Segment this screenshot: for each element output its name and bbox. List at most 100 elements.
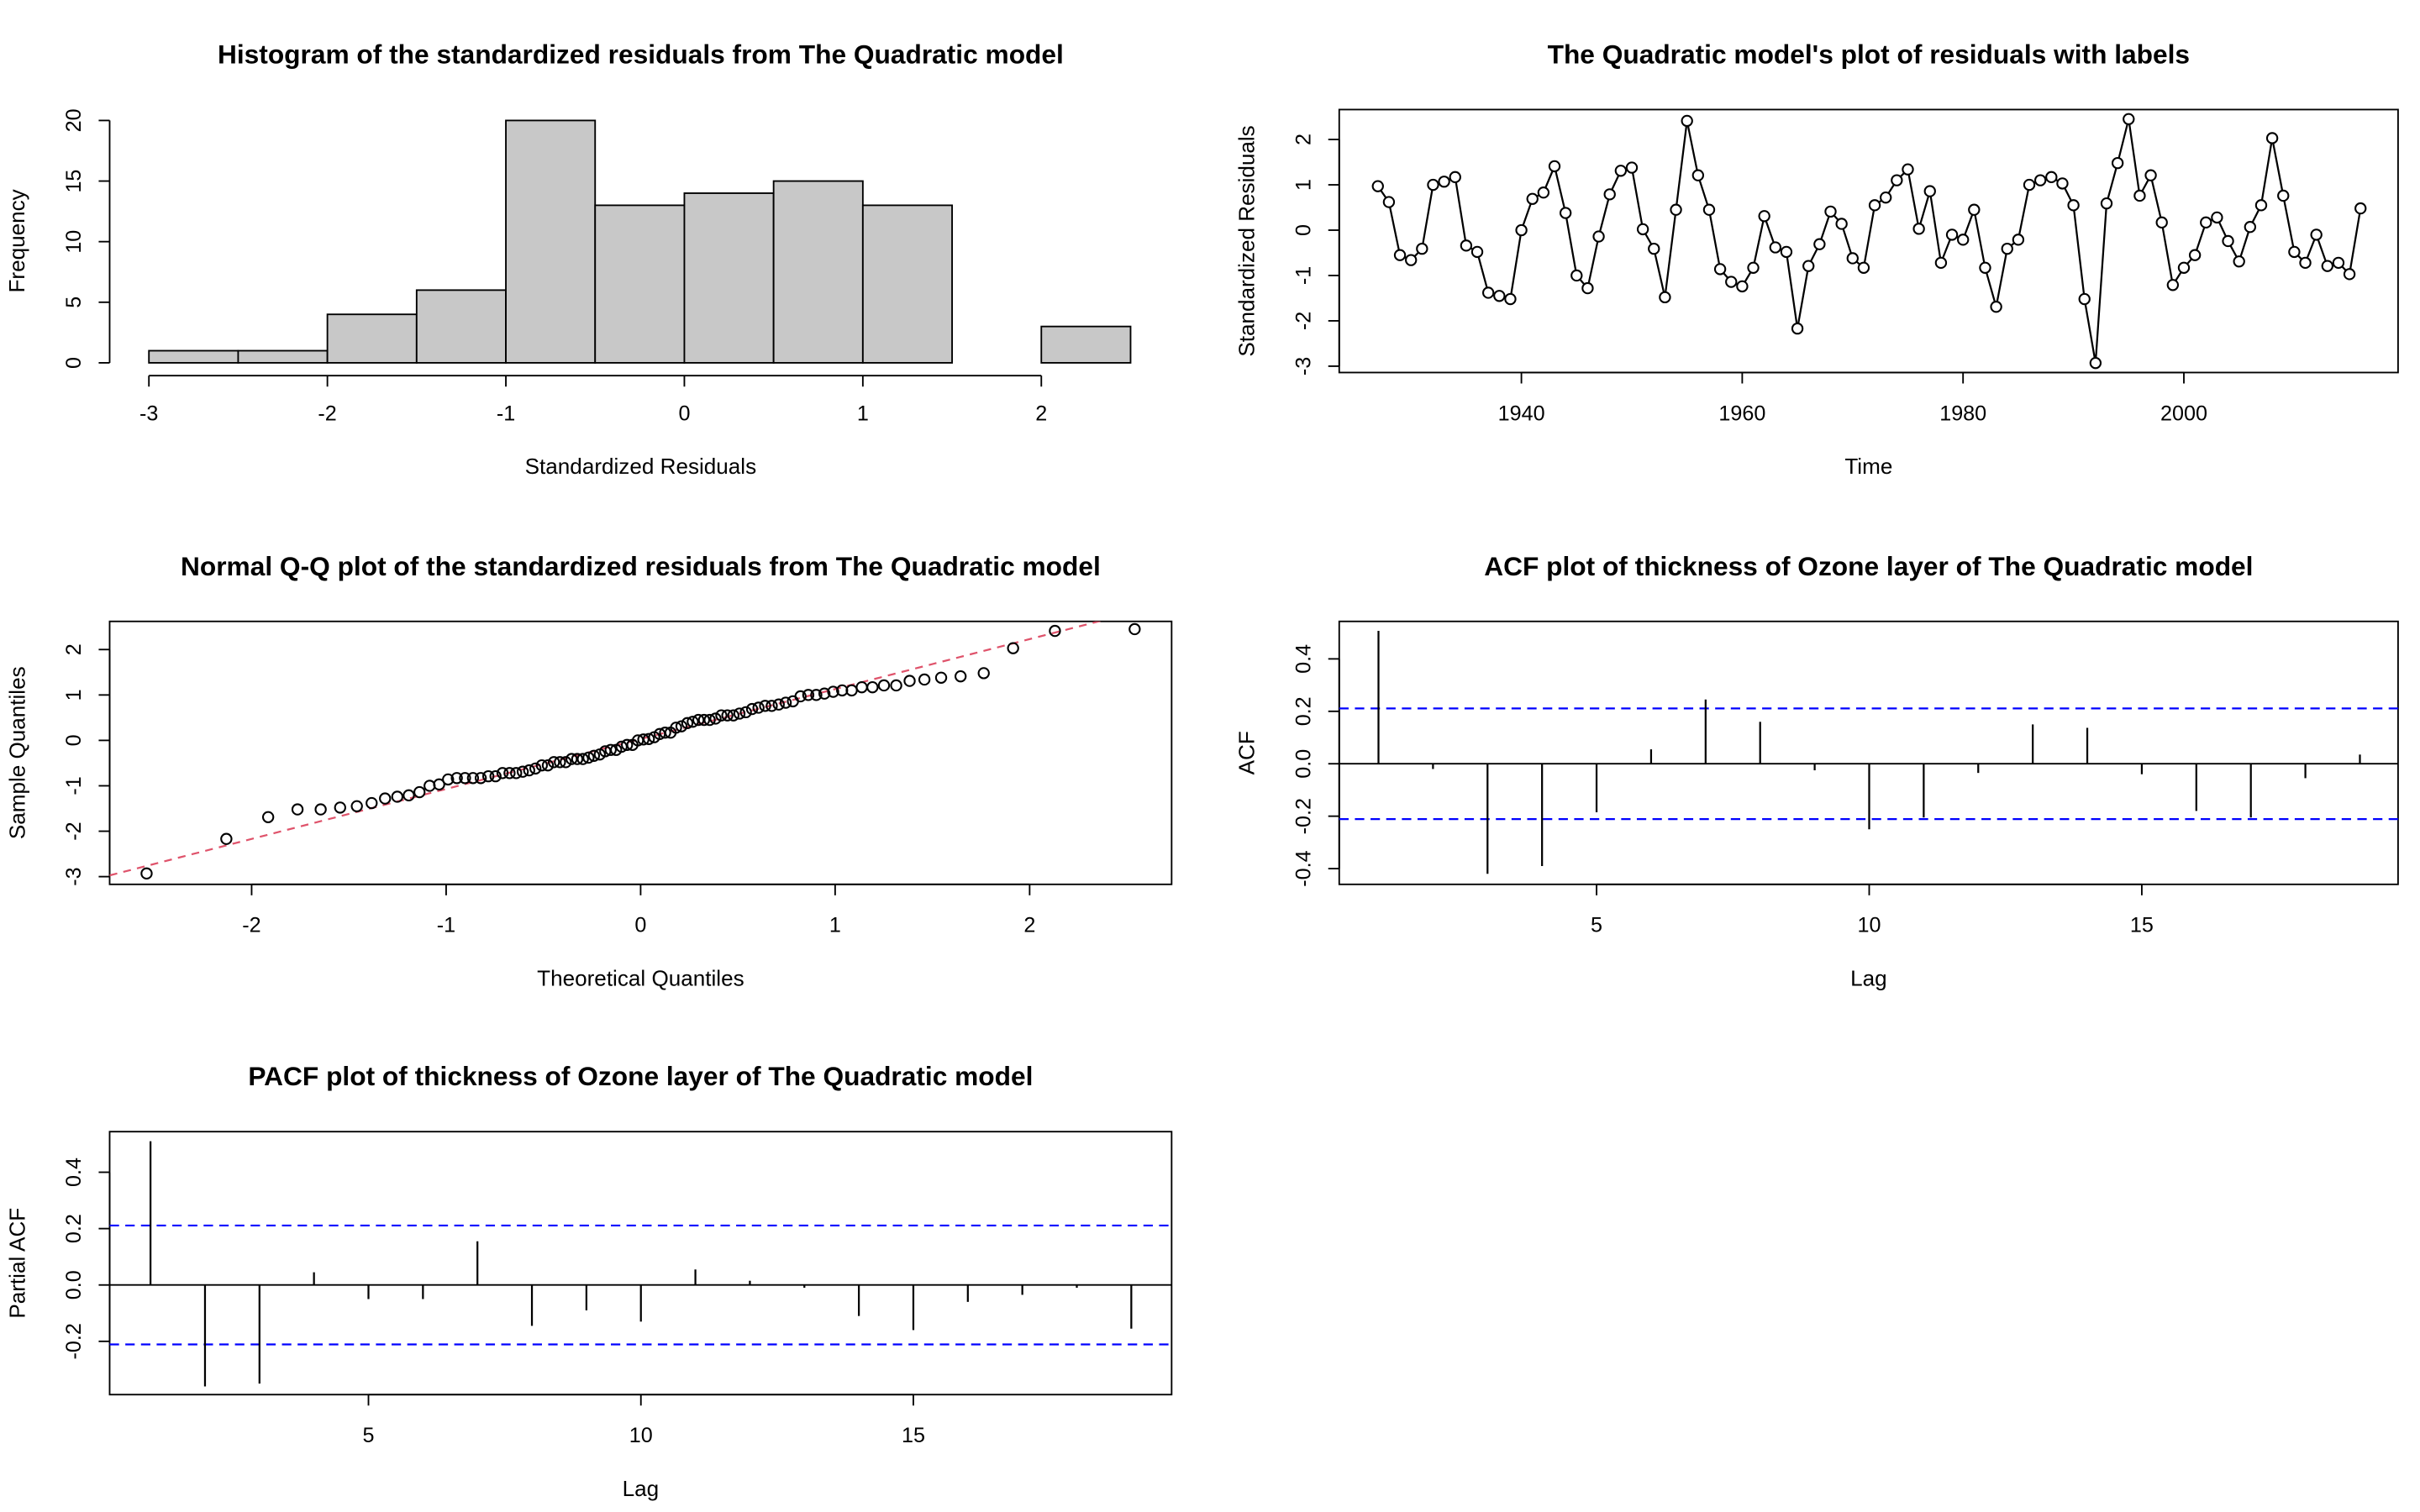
y-axis-label: Partial ACF — [4, 1208, 29, 1319]
point — [733, 707, 746, 720]
point — [2277, 189, 2290, 202]
point — [1802, 260, 1815, 272]
point — [1659, 291, 1671, 304]
point — [1504, 292, 1517, 306]
y-tick-label: 0.2 — [62, 1214, 86, 1243]
y-axis-label: Frequency — [4, 189, 29, 292]
y-tick-label: 0.0 — [62, 1270, 86, 1299]
point — [1868, 199, 1881, 212]
point — [1592, 230, 1605, 243]
point — [1979, 261, 1991, 274]
point — [489, 769, 502, 783]
point — [2012, 234, 2025, 246]
point — [2045, 171, 2058, 184]
x-tick-label: 2 — [1023, 914, 1035, 937]
point — [402, 789, 415, 801]
point — [1990, 301, 2002, 313]
point — [1481, 286, 1495, 299]
x-tick-label: 0 — [678, 402, 690, 425]
point — [366, 796, 378, 810]
point — [1438, 176, 1450, 188]
point — [2244, 221, 2257, 234]
x-tick-label: 2 — [1035, 402, 1047, 425]
point — [1007, 642, 1019, 654]
chart-title: PACF plot of thickness of Ozone layer of… — [248, 1061, 1033, 1091]
point — [1758, 210, 1770, 223]
point — [2133, 189, 2146, 202]
point — [955, 669, 967, 683]
point — [529, 762, 542, 775]
point — [1945, 228, 1959, 241]
point — [1857, 261, 1870, 274]
point — [2123, 113, 2135, 125]
bar — [326, 313, 418, 364]
point — [772, 698, 785, 711]
point — [692, 713, 705, 727]
y-tick-label: -2 — [1292, 312, 1315, 330]
point — [2166, 279, 2180, 291]
x-tick-label: 10 — [629, 1424, 653, 1447]
y-tick-label: 0 — [62, 357, 86, 369]
x-axis-label: Theoretical Quantiles — [537, 965, 744, 990]
x-tick-label: 1960 — [1718, 402, 1765, 425]
x-axis-label: Time — [1844, 454, 1892, 479]
point — [642, 732, 655, 745]
bar — [683, 192, 775, 364]
point — [1691, 169, 1705, 181]
point — [1923, 185, 1936, 197]
x-tick-label: 15 — [2130, 914, 2154, 937]
point — [866, 680, 879, 694]
y-tick-label: -3 — [62, 867, 86, 885]
x-tick-label: -2 — [318, 402, 336, 425]
point — [582, 751, 595, 764]
point — [759, 700, 771, 712]
point — [547, 756, 560, 769]
bar — [505, 119, 597, 364]
bar — [772, 180, 864, 364]
x-tick-label: 5 — [363, 1424, 375, 1447]
y-tick-label: 0.2 — [1292, 696, 1315, 726]
point — [745, 702, 759, 716]
point — [2211, 211, 2223, 224]
point — [2033, 174, 2047, 186]
y-tick-label: 1 — [1292, 179, 1315, 191]
bar — [594, 204, 686, 364]
point — [459, 772, 471, 785]
point — [2200, 216, 2212, 229]
y-tick-label: -3 — [1292, 357, 1315, 375]
bar — [1040, 325, 1132, 364]
y-tick-label: 15 — [62, 170, 86, 193]
point — [503, 767, 516, 780]
point — [2078, 292, 2091, 306]
point — [2343, 268, 2356, 281]
point — [291, 803, 304, 816]
point — [703, 713, 716, 727]
point — [1537, 186, 1550, 199]
point — [2001, 242, 2013, 255]
point — [587, 749, 601, 762]
x-tick-label: 15 — [902, 1424, 925, 1447]
point — [516, 765, 529, 778]
point — [566, 753, 578, 765]
x-tick-label: 5 — [1591, 914, 1602, 937]
point — [1570, 269, 1583, 282]
point — [2288, 245, 2301, 259]
point — [571, 753, 584, 765]
x-tick-label: 0 — [634, 914, 646, 937]
x-tick-label: -1 — [497, 402, 515, 425]
point — [1713, 263, 1727, 276]
y-axis-label: ACF — [1234, 731, 1260, 774]
point — [802, 689, 815, 701]
point — [621, 738, 634, 751]
point — [681, 717, 694, 730]
point — [715, 709, 728, 722]
x-tick-label: 10 — [1857, 914, 1881, 937]
bar — [237, 349, 329, 364]
point — [818, 687, 831, 700]
point — [1902, 163, 1914, 176]
point — [2177, 261, 2191, 274]
point — [1791, 322, 1804, 335]
point — [541, 759, 555, 772]
point — [1526, 192, 1539, 205]
